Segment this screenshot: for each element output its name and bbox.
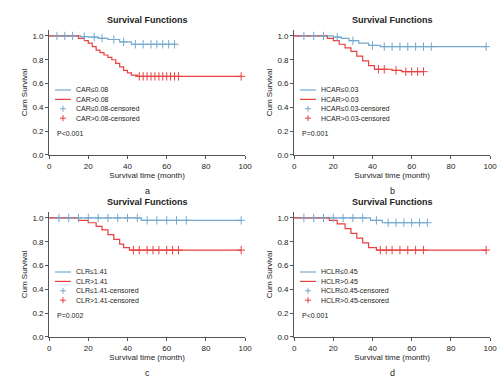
svg-text:Survival time (month): Survival time (month) — [354, 171, 430, 180]
svg-text:100: 100 — [483, 162, 497, 171]
svg-text:20: 20 — [329, 344, 338, 353]
svg-text:100: 100 — [238, 162, 252, 171]
svg-text:1.0: 1.0 — [32, 214, 44, 223]
svg-text:20: 20 — [84, 162, 93, 171]
svg-text:0.2: 0.2 — [277, 127, 289, 136]
svg-text:CAR>0.08: CAR>0.08 — [76, 96, 109, 103]
svg-text:40: 40 — [123, 162, 132, 171]
svg-text:60: 60 — [407, 344, 416, 353]
svg-text:0.6: 0.6 — [277, 79, 289, 88]
svg-text:80: 80 — [446, 162, 455, 171]
svg-text:P<0.001: P<0.001 — [302, 312, 328, 319]
svg-text:P=0.002: P=0.002 — [57, 312, 83, 319]
svg-text:CLR≤1.41: CLR≤1.41 — [76, 268, 108, 275]
svg-text:1.0: 1.0 — [32, 32, 44, 41]
svg-text:40: 40 — [368, 162, 377, 171]
svg-text:80: 80 — [201, 344, 210, 353]
svg-text:HCAR>0.03: HCAR>0.03 — [321, 96, 359, 103]
svg-text:0.2: 0.2 — [32, 127, 44, 136]
svg-text:80: 80 — [201, 162, 210, 171]
svg-text:d: d — [390, 368, 395, 378]
svg-text:Cum Survival: Cum Survival — [265, 68, 274, 116]
svg-text:0: 0 — [47, 344, 52, 353]
svg-text:Cum Survival: Cum Survival — [265, 250, 274, 298]
svg-text:60: 60 — [162, 344, 171, 353]
svg-text:Survival Functions: Survival Functions — [352, 15, 433, 25]
svg-text:HCLR>0.45: HCLR>0.45 — [321, 278, 358, 285]
svg-text:CLR>1.41-censored: CLR>1.41-censored — [76, 297, 139, 304]
svg-text:0.0: 0.0 — [32, 151, 44, 160]
svg-text:1.0: 1.0 — [277, 32, 289, 41]
svg-text:0.6: 0.6 — [32, 79, 44, 88]
svg-text:CAR>0.08-censored: CAR>0.08-censored — [76, 115, 140, 122]
svg-text:0.0: 0.0 — [277, 151, 289, 160]
svg-text:0: 0 — [292, 344, 297, 353]
svg-text:HCLR≤0.45-censored: HCLR≤0.45-censored — [321, 287, 389, 294]
svg-text:100: 100 — [238, 344, 252, 353]
svg-text:a: a — [145, 186, 150, 196]
svg-text:0.0: 0.0 — [32, 333, 44, 342]
svg-text:0.0: 0.0 — [277, 333, 289, 342]
svg-text:60: 60 — [162, 162, 171, 171]
svg-text:0: 0 — [292, 162, 297, 171]
svg-text:Survival time (month): Survival time (month) — [109, 353, 185, 362]
svg-text:Survival time (month): Survival time (month) — [354, 353, 430, 362]
svg-text:0.8: 0.8 — [277, 238, 289, 247]
svg-text:100: 100 — [483, 344, 497, 353]
svg-text:Survival Functions: Survival Functions — [107, 15, 188, 25]
svg-text:Survival Functions: Survival Functions — [352, 197, 433, 207]
svg-text:Cum Survival: Cum Survival — [20, 68, 29, 116]
svg-text:1.0: 1.0 — [277, 214, 289, 223]
svg-text:0.4: 0.4 — [277, 103, 289, 112]
svg-text:Survival time (month): Survival time (month) — [109, 171, 185, 180]
svg-text:b: b — [390, 186, 395, 196]
svg-text:CAR≤0.08: CAR≤0.08 — [76, 86, 108, 93]
svg-text:CLR>1.41: CLR>1.41 — [76, 278, 108, 285]
svg-text:c: c — [145, 368, 150, 378]
svg-text:0.2: 0.2 — [277, 309, 289, 318]
svg-text:0.6: 0.6 — [277, 261, 289, 270]
svg-text:40: 40 — [123, 344, 132, 353]
svg-text:0: 0 — [47, 162, 52, 171]
svg-text:HCLR>0.45-censored: HCLR>0.45-censored — [321, 297, 389, 304]
svg-text:HCAR≤0.03-censored: HCAR≤0.03-censored — [321, 105, 390, 112]
svg-text:0.8: 0.8 — [277, 56, 289, 65]
svg-text:0.2: 0.2 — [32, 309, 44, 318]
svg-text:Survival Functions: Survival Functions — [107, 197, 188, 207]
svg-text:20: 20 — [84, 344, 93, 353]
svg-text:HCLR≤0.45: HCLR≤0.45 — [321, 268, 358, 275]
svg-text:20: 20 — [329, 162, 338, 171]
svg-text:0.8: 0.8 — [32, 56, 44, 65]
svg-text:P<0.001: P<0.001 — [57, 130, 83, 137]
svg-text:0.4: 0.4 — [277, 285, 289, 294]
svg-text:HCAR>0.03-censored: HCAR>0.03-censored — [321, 115, 390, 122]
svg-text:0.4: 0.4 — [32, 103, 44, 112]
svg-text:40: 40 — [368, 344, 377, 353]
svg-text:80: 80 — [446, 344, 455, 353]
svg-text:HCAR≤0.03: HCAR≤0.03 — [321, 86, 358, 93]
svg-text:CAR≤0.08-censored: CAR≤0.08-censored — [76, 105, 139, 112]
svg-text:Cum Survival: Cum Survival — [20, 250, 29, 298]
svg-text:0.6: 0.6 — [32, 261, 44, 270]
svg-text:CLR≤1.41-censored: CLR≤1.41-censored — [76, 287, 139, 294]
svg-text:0.4: 0.4 — [32, 285, 44, 294]
svg-text:0.8: 0.8 — [32, 238, 44, 247]
svg-text:60: 60 — [407, 162, 416, 171]
svg-text:P=0.001: P=0.001 — [302, 130, 328, 137]
